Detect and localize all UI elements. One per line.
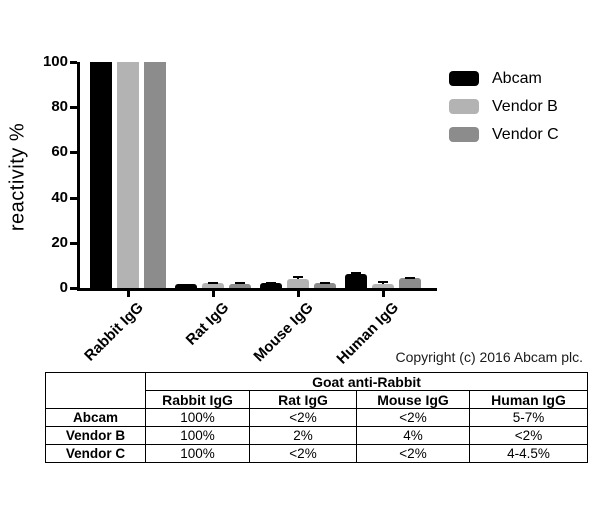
y-tick-label: 100 — [42, 53, 68, 70]
y-tick — [70, 61, 77, 64]
table-cell: <2% — [356, 408, 470, 427]
table-row-label: Vendor B — [45, 426, 146, 445]
legend-swatch-abcam — [449, 71, 479, 86]
table-cell: <2% — [468, 426, 589, 445]
bar-vendor-c-mouse-igg — [314, 283, 336, 288]
error-bar-stem — [297, 277, 299, 280]
results-table: Goat anti-Rabbit Rabbit IgG Rat IgG Mouse I… — [45, 372, 589, 463]
error-bar-cap — [351, 271, 361, 274]
bar-vendor-c-rabbit-igg — [144, 62, 166, 288]
error-bar-cap — [208, 281, 218, 284]
bar-abcam-rabbit-igg — [90, 62, 112, 288]
table-cell: 100% — [145, 444, 250, 463]
table-corner-cell — [45, 372, 146, 409]
y-axis-title: reactivity % — [6, 122, 29, 232]
bar-vendor-b-rat-igg — [202, 283, 224, 288]
table-row-vendor-c: Vendor C 100% <2% <2% 4-4.5% — [45, 444, 589, 463]
y-tick-label: 0 — [59, 279, 68, 296]
x-tick — [382, 291, 385, 297]
legend-swatch-vendor-c — [449, 127, 479, 142]
table-row-label: Vendor C — [45, 444, 146, 463]
legend-label: Vendor B — [492, 98, 558, 115]
x-axis-label-human-igg: Human IgG — [333, 299, 403, 368]
x-axis-line — [77, 288, 437, 291]
table-row-abcam: Abcam 100% <2% <2% 5-7% — [45, 408, 589, 427]
table-row-vendor-b: Vendor B 100% 2% 4% <2% — [45, 426, 589, 445]
bar-abcam-rat-igg — [175, 283, 197, 288]
y-axis-line — [77, 62, 80, 291]
table-cell: 2% — [249, 426, 357, 445]
y-tick-label: 60 — [51, 143, 68, 161]
bar-vendor-c-human-igg — [399, 278, 421, 288]
table-col-header-rat-igg: Rat IgG — [249, 390, 357, 409]
bar-chart: reactivity % 0 20 40 60 80 100 Rabbit IgG Rat … — [6, 53, 437, 368]
legend-label: Vendor C — [492, 126, 559, 143]
bar-vendor-c-rat-igg — [229, 283, 251, 288]
error-bar-cap — [266, 281, 276, 284]
bar-abcam-mouse-igg — [260, 283, 282, 288]
error-bar-cap — [320, 281, 330, 284]
table-group-header: Goat anti-Rabbit — [144, 372, 589, 391]
x-axis-label-rat-igg: Rat IgG — [182, 299, 233, 349]
results-table-wrap: Goat anti-Rabbit Rabbit IgG Rat IgG Mouse I… — [45, 372, 589, 463]
bar-vendor-b-mouse-igg — [287, 279, 309, 288]
y-tick-label: 80 — [51, 98, 68, 116]
table-row-label: Abcam — [45, 408, 146, 427]
y-tick — [70, 287, 77, 290]
error-bar-cap — [378, 281, 388, 284]
table-cell: 4-4.5% — [468, 444, 589, 463]
bar-vendor-b-rabbit-igg — [117, 62, 139, 288]
x-tick — [127, 291, 130, 297]
legend-item-abcam: Abcam — [449, 70, 559, 87]
x-tick — [297, 291, 300, 297]
x-axis-label-mouse-igg: Mouse IgG — [250, 299, 318, 366]
table-cell: 100% — [145, 426, 250, 445]
legend-item-vendor-c: Vendor C — [449, 126, 559, 143]
y-tick — [70, 106, 77, 110]
bar-vendor-b-human-igg — [372, 283, 394, 288]
table-cell: <2% — [249, 408, 357, 427]
table-cell: 100% — [145, 408, 250, 427]
legend-label: Abcam — [492, 70, 542, 87]
error-bar-cap — [235, 281, 245, 284]
legend-swatch-vendor-b — [449, 99, 479, 114]
table-col-header-rabbit-igg: Rabbit IgG — [145, 390, 250, 409]
bar-abcam-human-igg — [345, 274, 367, 288]
y-tick-label: 20 — [51, 233, 68, 251]
legend-item-vendor-b: Vendor B — [449, 98, 559, 115]
table-col-header-mouse-igg: Mouse IgG — [356, 390, 470, 409]
legend: Abcam Vendor B Vendor C — [449, 70, 559, 154]
y-tick-label: 40 — [51, 188, 68, 206]
y-tick — [70, 196, 77, 200]
copyright-text: Copyright (c) 2016 Abcam plc. — [395, 349, 583, 365]
x-axis-label-rabbit-igg: Rabbit IgG — [81, 299, 148, 365]
x-tick — [212, 291, 215, 297]
table-cell: <2% — [249, 444, 357, 463]
table-cell: <2% — [356, 444, 470, 463]
table-cell: 4% — [356, 426, 470, 445]
table-col-header-human-igg: Human IgG — [468, 390, 589, 409]
table-cell: 5-7% — [468, 408, 589, 427]
y-tick — [70, 241, 77, 245]
y-tick — [70, 151, 77, 155]
error-bar-cap — [293, 276, 303, 279]
error-bar-cap — [405, 276, 415, 279]
